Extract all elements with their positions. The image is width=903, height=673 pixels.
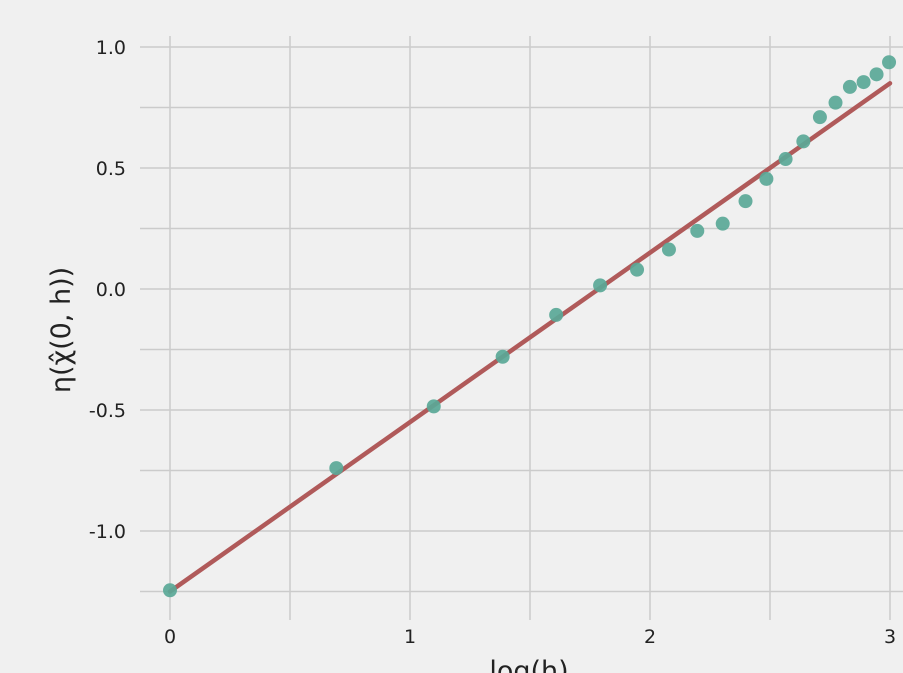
x-tick-label: 0 xyxy=(164,626,176,648)
x-tick-label: 1 xyxy=(404,626,416,648)
y-tick-label: 1.0 xyxy=(96,37,126,59)
grid-lines xyxy=(140,36,903,620)
y-tick-label: -1.0 xyxy=(89,521,126,543)
data-point xyxy=(828,95,843,110)
data-point xyxy=(426,399,441,414)
x-tick-label: 2 xyxy=(644,626,656,648)
data-point xyxy=(796,134,811,149)
y-axis-label: η(χ̂(0, h)) xyxy=(46,267,77,393)
data-point xyxy=(690,223,705,238)
data-point xyxy=(593,278,608,293)
data-point xyxy=(715,216,730,231)
fit-line-series xyxy=(167,81,893,594)
y-tick-label: 0.0 xyxy=(96,279,126,301)
fit-line xyxy=(167,81,893,594)
y-tick-label: -0.5 xyxy=(89,400,126,422)
data-point xyxy=(738,194,753,209)
data-point xyxy=(495,349,510,364)
data-point xyxy=(329,461,344,476)
data-point xyxy=(661,242,676,257)
data-point xyxy=(869,67,884,82)
data-point xyxy=(812,110,827,125)
data-point xyxy=(630,262,645,277)
data-point xyxy=(778,152,793,167)
data-point xyxy=(163,583,177,598)
x-tick-labels: 0 1 2 3 xyxy=(164,626,896,648)
x-tick-label: 3 xyxy=(884,626,896,648)
data-point xyxy=(842,79,857,94)
data-point xyxy=(549,307,564,322)
x-axis-label: log(h) xyxy=(489,656,568,673)
scatter-series xyxy=(163,55,897,598)
data-point xyxy=(856,75,871,90)
data-point xyxy=(759,171,774,186)
y-tick-label: 0.5 xyxy=(96,158,126,180)
y-tick-labels: 1.0 0.5 0.0 -0.5 -1.0 xyxy=(89,37,126,543)
data-point xyxy=(882,55,897,70)
